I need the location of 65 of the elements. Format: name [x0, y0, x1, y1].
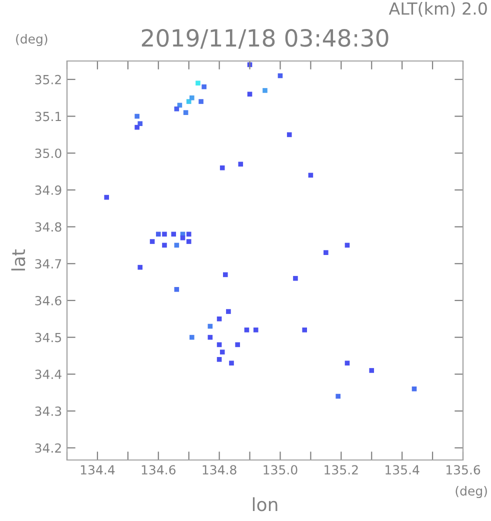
point	[150, 239, 155, 244]
point	[138, 121, 143, 126]
point	[220, 350, 225, 354]
point	[336, 394, 341, 399]
point	[293, 276, 298, 281]
y-tick-label: 34.5	[35, 332, 62, 342]
y-tick-label: 34.2	[35, 443, 61, 453]
point	[220, 165, 225, 170]
point	[186, 239, 192, 244]
point	[174, 106, 180, 112]
y-tick-label: 35.1	[35, 112, 61, 122]
point	[171, 232, 176, 237]
point	[183, 110, 188, 115]
point	[226, 309, 231, 314]
point	[186, 99, 192, 104]
x-tick-label: 134.6	[142, 465, 176, 475]
point	[344, 360, 350, 366]
point	[202, 84, 206, 90]
x-tick-label: 135.0	[264, 465, 298, 475]
point	[134, 124, 140, 130]
point	[186, 232, 192, 237]
y-axis-title: lat	[11, 249, 26, 270]
text: (deg)	[16, 34, 48, 46]
x-tick-label: 134.4	[80, 465, 115, 475]
point	[189, 95, 194, 100]
point	[156, 232, 161, 237]
point	[196, 80, 200, 86]
x-tick-label: 135.4	[386, 465, 420, 475]
point	[302, 328, 308, 332]
point	[412, 386, 417, 392]
y-tick-label: 34.3	[35, 406, 62, 416]
y-tick-label: 34.8	[35, 222, 62, 232]
point	[324, 250, 328, 255]
y-tick-label: 34.9	[35, 185, 62, 195]
point	[235, 342, 240, 348]
point	[174, 287, 180, 292]
point	[229, 360, 234, 366]
point	[198, 99, 204, 104]
point	[369, 368, 374, 373]
point	[244, 328, 250, 332]
x-tick-label: 135.2	[324, 465, 358, 475]
point	[189, 334, 194, 340]
point	[222, 272, 228, 278]
x-tick-label: 134.8	[202, 465, 236, 475]
y-tick-label: 34.6	[35, 296, 62, 306]
y-tick-label: 35.2	[35, 74, 61, 84]
x-axis-title: lon	[252, 497, 278, 512]
text: (deg)	[456, 486, 487, 498]
text: ALT(km) 2.0	[388, 2, 487, 17]
point	[286, 132, 292, 138]
point	[238, 162, 244, 167]
point	[138, 264, 143, 270]
y-tick-label: 34.4	[35, 370, 62, 380]
point	[162, 232, 167, 237]
point	[262, 88, 268, 93]
x-tick-label: 135.6	[446, 465, 480, 475]
point	[253, 328, 258, 332]
point	[104, 194, 110, 200]
point	[216, 357, 222, 362]
point	[134, 114, 140, 119]
point	[162, 242, 167, 248]
y-tick-label: 34.7	[35, 259, 62, 269]
y-tick-label: 35.0	[35, 148, 62, 158]
point	[216, 316, 222, 322]
chart-title: 2019/11/18 03:48:30	[142, 28, 388, 49]
